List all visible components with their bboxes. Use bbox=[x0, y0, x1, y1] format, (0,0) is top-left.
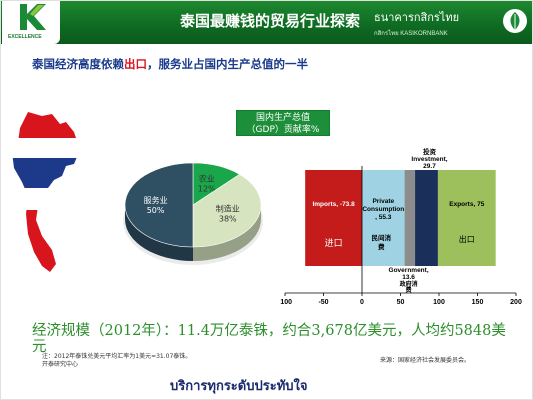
x-tick-label-50: 50 bbox=[397, 299, 405, 305]
bar-private-consumption bbox=[362, 170, 405, 266]
thai-label-government-1: 费 bbox=[406, 286, 412, 294]
bar-imports bbox=[305, 170, 362, 266]
k-logo-icon bbox=[20, 4, 46, 30]
pie-label-服务业: 服务业 bbox=[144, 195, 168, 205]
bank-name: ธนาคารกสิกรไทย กสิกรไทย KASIKORNBANK bbox=[374, 8, 502, 38]
page-title: 泰国最赚钱的贸易行业探索 bbox=[180, 12, 361, 30]
x-tick-label-0: 0 bbox=[360, 299, 364, 305]
slogan: บริการทุกระดับประทับใจ bbox=[170, 379, 308, 394]
thai-label-government-0: 政府消 bbox=[400, 280, 418, 288]
x-tick-label-150: 150 bbox=[472, 299, 484, 305]
x-tick-label-200: 200 bbox=[510, 299, 522, 305]
thai-label-exports: 出口 bbox=[459, 234, 475, 244]
bar-investment bbox=[415, 170, 438, 266]
subtitle: 泰国经济高度依赖出口，服务业占国内生产总值的一半 bbox=[32, 56, 308, 72]
logo-tag: EXCELLENCE bbox=[8, 34, 42, 40]
pie-label-制造业: 制造业 bbox=[216, 204, 240, 214]
pie-slice-制造业 bbox=[192, 174, 262, 248]
thai-label-imports: 进口 bbox=[325, 238, 343, 249]
subtitle-highlight: 出口 bbox=[124, 57, 147, 71]
gdp-badge-line2: （GDP）贡献率% bbox=[246, 125, 320, 135]
thai-label-private-consumption-1: 费 bbox=[378, 242, 385, 251]
subtitle-prefix: 泰国经济高度依赖 bbox=[32, 57, 124, 71]
label-private-consumption-0: Private bbox=[372, 198, 394, 205]
pie-label-农业: 农业 bbox=[199, 174, 215, 184]
subtitle-suffix: ，服务业占国内生产总值的一半 bbox=[147, 57, 308, 71]
bar-government bbox=[404, 170, 416, 266]
gdp-badge-line1: 国内生产总值 bbox=[255, 113, 310, 123]
kasikorn-leaf-icon bbox=[503, 9, 527, 33]
pie-slice-服务业 bbox=[124, 162, 194, 248]
pie-value-制造业: 38% bbox=[219, 215, 237, 224]
excellence-logo: EXCELLENCE bbox=[2, 0, 60, 44]
bank-name-thai: ธนาคารกสิกรไทย bbox=[374, 11, 460, 24]
x-tick-label--50: -50 bbox=[318, 299, 328, 305]
gdp-badge: 国内生产总值 （GDP）贡献率% bbox=[236, 110, 330, 136]
pie-side-制造业 bbox=[193, 205, 261, 261]
x-tick-label--100: -100 bbox=[280, 299, 292, 305]
label-investment-2: 29.7 bbox=[423, 163, 436, 170]
label-private-consumption-2: , 55.3 bbox=[375, 214, 392, 221]
label-government-1: 13.6 bbox=[402, 274, 415, 281]
footnote: 注：2012年泰铢兑美元平均汇率为1美元=31.07泰铢。 开泰研究中心 bbox=[42, 353, 292, 369]
label-investment-1: Investment, bbox=[411, 156, 447, 163]
pie-value-农业: 12% bbox=[198, 185, 216, 194]
x-tick-label-100: 100 bbox=[433, 299, 445, 305]
pie-side-服务业 bbox=[125, 205, 193, 261]
gdp-expenditure-bar-chart: -100 -50 0 50 100 150 200 Imports, -73.8 进口 Priva… bbox=[280, 147, 522, 305]
footnote-line1: 注：2012年泰铢兑美元平均汇率为1美元=31.07泰铢。 bbox=[42, 353, 192, 360]
bank-name-english: กสิกรไทย KASIKORNBANK bbox=[374, 31, 448, 37]
thai-label-private-consumption-0: 民间消 bbox=[372, 233, 392, 242]
footnote-line2: 开泰研究中心 bbox=[42, 361, 79, 368]
label-exports: Exports, 75 bbox=[449, 201, 484, 208]
bar-exports bbox=[437, 170, 496, 266]
label-private-consumption-1: Consumption bbox=[362, 206, 404, 213]
label-investment-0: 投资 bbox=[423, 147, 437, 156]
source-note: 来源：国家经济社会发展委员会。 bbox=[380, 357, 471, 364]
label-government-0: Government, bbox=[389, 267, 429, 274]
economy-size-text: 经济规模（2012年）：11.4万亿泰铢，约合3,678亿美元，人均约5848美… bbox=[32, 323, 506, 355]
pie-value-服务业: 50% bbox=[147, 206, 165, 215]
header-bar bbox=[0, 0, 533, 44]
label-imports: Imports, -73.8 bbox=[312, 201, 355, 208]
thailand-flag-map-icon bbox=[12, 112, 80, 272]
